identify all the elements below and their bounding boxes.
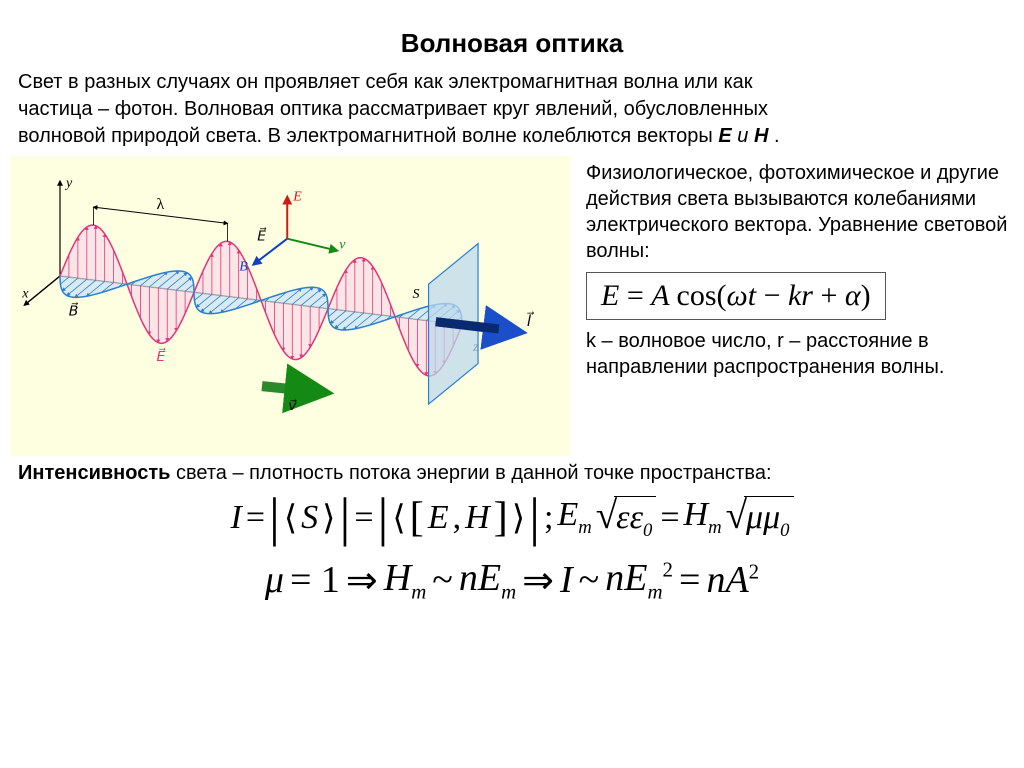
svg-text:E⃗: E⃗ xyxy=(257,227,266,245)
mid-row: yxzλEvBE⃗B⃗E⃗v⃗Sl⃗ Физиологическое, фото… xyxy=(0,150,1024,456)
f2-tld2: ~ xyxy=(579,558,600,602)
eq-eq: = xyxy=(627,279,651,312)
f1-H: H xyxy=(465,499,490,537)
eq-close: ) xyxy=(861,279,871,312)
f2-Hm: Hm xyxy=(384,556,427,605)
f1-Hm: Hm xyxy=(684,496,722,539)
f1-bar3: | xyxy=(378,512,389,523)
f1-ang1: ⟨ xyxy=(284,498,297,538)
svg-text:E: E xyxy=(292,190,302,205)
svg-text:x: x xyxy=(21,286,29,301)
em-wave-diagram: yxzλEvBE⃗B⃗E⃗v⃗Sl⃗ xyxy=(10,156,570,456)
f1-eq1: = xyxy=(246,499,265,537)
page-title: Волновая оптика xyxy=(0,0,1024,59)
f2-nA2: nA2 xyxy=(706,558,759,602)
svg-text:B: B xyxy=(239,260,248,275)
svg-text:λ: λ xyxy=(157,196,165,213)
f1-semi: ; xyxy=(544,499,553,537)
f2-arr1: ⇒ xyxy=(346,558,378,603)
intro-H: H xyxy=(754,125,768,147)
svg-text:E⃗: E⃗ xyxy=(157,348,166,366)
f1-eq2: = xyxy=(354,499,373,537)
eq-cos: cos( xyxy=(677,279,727,312)
intensity-definition: Интенсивность света – плотность потока э… xyxy=(0,456,1024,485)
f1-I: I xyxy=(231,499,242,537)
eq-E: E xyxy=(601,279,619,312)
f1-br2: ] xyxy=(494,493,508,542)
f1-Em: Em xyxy=(557,496,591,539)
side-paragraph-1: Физиологическое, фотохимическое и другие… xyxy=(586,160,1014,264)
f1-bar2: | xyxy=(339,512,350,523)
svg-text:B⃗: B⃗ xyxy=(69,302,79,320)
svg-text:y: y xyxy=(64,176,73,191)
formula-area: I = | ⟨S⟩ | = | ⟨[E, H]⟩ | ; Em √εε0 = H… xyxy=(0,485,1024,605)
f2-eq1: = 1 xyxy=(290,558,340,602)
f1-sqrt-ee: √εε0 xyxy=(596,493,657,542)
intro-dot: . xyxy=(774,125,780,147)
f1-ang4: ⟩ xyxy=(512,498,525,538)
svg-text:v⃗: v⃗ xyxy=(288,399,297,414)
f1-S: S xyxy=(301,499,318,537)
svg-text:v: v xyxy=(339,238,346,253)
eq-A: A xyxy=(651,279,669,312)
f1-eq3: = xyxy=(660,499,679,537)
eq-om: ω xyxy=(727,279,748,312)
intro-line2a: частица – фотон. Волновая оптика рассмат… xyxy=(18,98,768,120)
f1-ang3: ⟨ xyxy=(392,498,405,538)
intensity-bold: Интенсивность xyxy=(18,462,170,484)
eq-p: + xyxy=(813,279,845,312)
intro-and: и xyxy=(737,125,754,147)
light-wave-equation: E = A cos(ωt − kr + α) xyxy=(586,272,886,320)
intro-paragraph: Свет в разных случаях он проявляет себя … xyxy=(0,59,1024,150)
f2-nEm: nEm xyxy=(459,556,516,605)
eq-al: α xyxy=(845,279,861,312)
f2-eq2: = xyxy=(679,558,700,602)
f1-bar1: | xyxy=(269,512,280,523)
eq-m: − xyxy=(756,279,788,312)
intro-E: E xyxy=(718,125,731,147)
intensity-formula-1: I = | ⟨S⟩ | = | ⟨[E, H]⟩ | ; Em √εε0 = H… xyxy=(231,493,794,542)
f1-comma: , xyxy=(453,499,462,537)
f1-E: E xyxy=(428,499,449,537)
f1-br1: [ xyxy=(410,493,424,542)
intro-line1: Свет в разных случаях он проявляет себя … xyxy=(18,71,753,93)
svg-text:S: S xyxy=(413,287,420,302)
intro-line2b: волновой природой света. В электромагнит… xyxy=(18,125,718,147)
f1-sqrt-mm: √μμ0 xyxy=(726,493,794,542)
intensity-rest: света – плотность потока энергии в данно… xyxy=(170,462,771,484)
f2-tld1: ~ xyxy=(432,558,453,602)
f2-nEm2: nEm2 xyxy=(605,556,673,605)
side-paragraph-2: k – волновое число, r – расстояние в нап… xyxy=(586,328,1014,380)
f2-arr2: ⇒ xyxy=(522,558,554,603)
f1-bar4: | xyxy=(529,512,540,523)
intensity-formula-2: μ = 1 ⇒ Hm ~ nEm ⇒ I ~ nEm2 = nA2 xyxy=(265,556,759,605)
eq-kr: kr xyxy=(788,279,813,312)
eq-t: t xyxy=(748,279,756,312)
f2-mu: μ xyxy=(265,558,284,602)
f2-I: I xyxy=(560,558,573,602)
side-column: Физиологическое, фотохимическое и другие… xyxy=(570,156,1024,456)
f1-ang2: ⟩ xyxy=(322,498,335,538)
